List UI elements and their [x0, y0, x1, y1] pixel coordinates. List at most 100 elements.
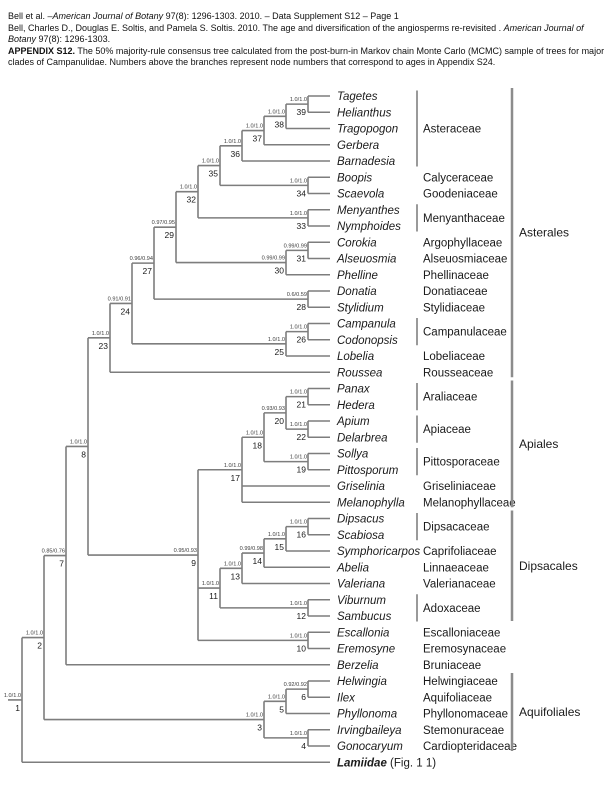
node-number: 24 [121, 306, 131, 316]
family-label: Alseuosmiaceae [423, 254, 507, 266]
support-value: 0.85/0.76 [42, 549, 65, 555]
family-label: Phyllonomaceae [423, 709, 508, 721]
family-label: Bruniaceae [423, 660, 481, 672]
tip-label: Tragopogon [337, 124, 398, 136]
tip-label: Dipsacus [337, 514, 385, 526]
tip-label: Alseuosmia [336, 254, 396, 266]
running-head: Bell et al. –American Journal of Botany … [8, 11, 605, 23]
tip-label: Menyanthes [337, 205, 400, 217]
node-number: 18 [253, 440, 263, 450]
node-number: 17 [231, 473, 241, 483]
support-value: 0.99/0.98 [240, 546, 263, 552]
node-number: 28 [297, 302, 307, 312]
family-label: Pittosporaceae [423, 457, 500, 469]
support-value: 0.92/0.92 [284, 682, 307, 688]
support-value: 1.0/1.0 [224, 139, 241, 145]
tip-label: Apium [336, 416, 370, 428]
order-label: Aquifoliales [519, 705, 580, 719]
tip-label: Campanula [337, 319, 396, 331]
tip-label: Gonocaryum [337, 741, 403, 753]
family-label: Valerianaceae [423, 579, 496, 591]
node-number: 29 [165, 230, 175, 240]
running-head-post: 97(8): 1296-1303. 2010. – Data Supplemen… [163, 11, 399, 21]
support-value: 1.0/1.0 [246, 430, 263, 436]
family-label: Phellinaceae [423, 270, 489, 282]
support-value: 0.99/0.99 [284, 243, 307, 249]
support-value: 1.0/1.0 [4, 693, 21, 699]
appendix-caption: APPENDIX S12. The 50% majority-rule cons… [8, 46, 605, 69]
tip-label: Hedera [337, 400, 375, 412]
support-value: 0.95/0.93 [174, 548, 197, 554]
node-number: 32 [187, 195, 197, 205]
node-number: 9 [191, 558, 196, 568]
tip-label: Scabiosa [337, 530, 384, 542]
tip-label: Donatia [337, 286, 377, 298]
family-label: Linnaeaceae [423, 562, 489, 574]
family-label: Rousseaceae [423, 367, 493, 379]
family-label: Apiaceae [423, 424, 471, 436]
support-value: 1.0/1.0 [202, 159, 219, 165]
citation-journal-italic: American Journal of Botany [8, 22, 584, 45]
support-value: 1.0/1.0 [92, 331, 109, 337]
support-value: 1.0/1.0 [224, 463, 241, 469]
node-number: 3 [257, 723, 262, 733]
node-number: 7 [59, 559, 64, 569]
tip-label: Boopis [337, 172, 372, 184]
node-number: 12 [297, 611, 307, 621]
family-label: Donatiaceae [423, 286, 488, 298]
support-value: 1.0/1.0 [224, 561, 241, 567]
support-value: 1.0/1.0 [290, 633, 307, 639]
tip-label: Nymphoides [337, 221, 401, 233]
tip-label: Phyllonoma [337, 709, 397, 721]
order-label: Dipsacales [519, 559, 578, 573]
node-number: 35 [209, 169, 219, 179]
family-label: Stylidiaceae [423, 302, 485, 314]
node-number: 21 [297, 400, 307, 410]
tip-label: Scaevola [337, 189, 384, 201]
support-value: 1.0/1.0 [268, 532, 285, 538]
node-number: 27 [143, 266, 153, 276]
tip-label: Roussea [337, 367, 382, 379]
tip-label: Helwingia [337, 676, 387, 688]
node-number: 1 [15, 703, 20, 713]
node-number: 26 [297, 335, 307, 345]
tip-label: Viburnum [337, 595, 386, 607]
tip-label: Ilex [337, 692, 356, 704]
appendix-text: The 50% majority-rule consensus tree cal… [8, 45, 605, 68]
tip-label: Helianthus [337, 107, 392, 119]
family-label: Aquifoliaceae [423, 692, 492, 704]
tip-label: Valeriana [337, 579, 385, 591]
family-label: Campanulaceae [423, 327, 507, 339]
node-number: 38 [275, 119, 285, 129]
tip-label: Phelline [337, 270, 378, 282]
tip-label: Berzelia [337, 660, 379, 672]
support-value: 1.0/1.0 [290, 520, 307, 526]
support-value: 1.0/1.0 [246, 124, 263, 130]
node-number: 4 [301, 741, 306, 751]
citation-pre: Bell, Charles D., Douglas E. Soltis, and… [8, 22, 504, 33]
support-value: 0.93/0.93 [262, 406, 285, 412]
node-number: 25 [275, 347, 285, 357]
family-label: Cardiopteridaceae [423, 741, 517, 753]
support-value: 1.0/1.0 [290, 211, 307, 217]
tip-label: Stylidium [337, 302, 384, 314]
tip-label: Barnadesia [337, 156, 395, 168]
node-number: 8 [81, 449, 86, 459]
support-value: 1.0/1.0 [268, 694, 285, 700]
support-value: 1.0/1.0 [70, 439, 87, 445]
family-label: Caprifoliaceae [423, 546, 497, 558]
support-value: 1.0/1.0 [268, 109, 285, 115]
tip-label: Pittosporum [337, 465, 399, 477]
family-label: Escalloniaceae [423, 627, 500, 639]
family-label: Araliaceae [423, 392, 477, 404]
support-value: 1.0/1.0 [180, 185, 197, 191]
tip-label: Symphoricarpos [337, 546, 420, 558]
family-label: Adoxaceae [423, 603, 481, 615]
support-value: 0.96/0.94 [130, 256, 153, 262]
node-number: 16 [297, 530, 307, 540]
family-label: Eremosynaceae [423, 644, 506, 656]
node-number: 30 [275, 266, 285, 276]
tip-label: Gerbera [337, 140, 379, 152]
family-label: Lobeliaceae [423, 351, 485, 363]
family-label: Stemonuraceae [423, 725, 504, 737]
